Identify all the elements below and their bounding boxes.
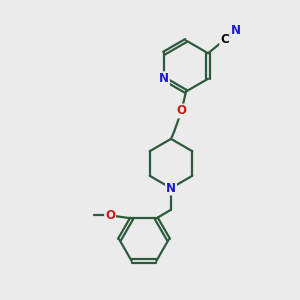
Text: O: O xyxy=(176,104,187,118)
Text: N: N xyxy=(159,72,169,85)
Text: C: C xyxy=(220,33,229,46)
Text: O: O xyxy=(105,209,115,222)
Text: N: N xyxy=(166,182,176,195)
Text: N: N xyxy=(231,24,241,37)
